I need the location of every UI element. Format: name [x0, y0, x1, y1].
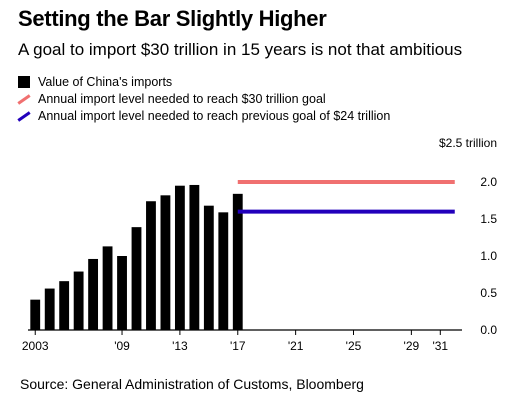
legend-label-imports: Value of China's imports: [38, 74, 173, 89]
legend-item-goal-24: Annual import level needed to reach prev…: [18, 107, 390, 124]
x-tick-label: '25: [346, 339, 362, 353]
bar-2012: [160, 195, 171, 330]
bar-2013: [174, 185, 185, 330]
y-axis-unit-label: $2.5 trillion: [439, 136, 497, 150]
x-tick-label: '13: [172, 339, 188, 353]
bar-2003: [30, 299, 41, 330]
bar-2014: [189, 184, 200, 330]
legend-item-goal-30: Annual import level needed to reach $30 …: [18, 90, 390, 107]
bar-2005: [59, 281, 70, 330]
y-tick-label: 1.5: [480, 212, 497, 226]
x-tick-label: '09: [114, 339, 130, 353]
bar-2010: [131, 227, 142, 330]
x-tick-label: '29: [404, 339, 420, 353]
legend: Value of China's imports Annual import l…: [18, 73, 390, 124]
y-tick-label: 2.0: [480, 175, 497, 189]
bar-2007: [88, 258, 99, 330]
chart-title: Setting the Bar Slightly Higher: [18, 6, 327, 31]
bar-2016: [218, 212, 229, 330]
x-tick-label: 2003: [22, 339, 49, 353]
source-note: Source: General Administration of Custom…: [20, 376, 364, 392]
y-tick-label: 0.0: [480, 323, 497, 337]
bar-2008: [102, 246, 113, 330]
bar-2011: [146, 201, 156, 330]
bar-2009: [117, 256, 127, 330]
legend-swatch-imports: [18, 75, 30, 88]
legend-label-goal-30: Annual import level needed to reach $30 …: [38, 91, 326, 106]
bar-2017: [232, 193, 243, 330]
chart-subtitle: A goal to import $30 trillion in 15 year…: [18, 40, 463, 59]
legend-label-goal-24: Annual import level needed to reach prev…: [38, 108, 391, 123]
x-tick-label: '17: [230, 339, 246, 353]
bar-2004: [44, 288, 55, 330]
y-tick-label: 1.0: [480, 249, 497, 263]
x-tick-label: '31: [432, 339, 448, 353]
x-tick-label: '21: [288, 339, 304, 353]
legend-item-imports: Value of China's imports: [18, 73, 390, 90]
y-tick-label: 0.5: [480, 286, 497, 300]
bar-2006: [73, 271, 84, 330]
bar-2015: [203, 205, 214, 330]
